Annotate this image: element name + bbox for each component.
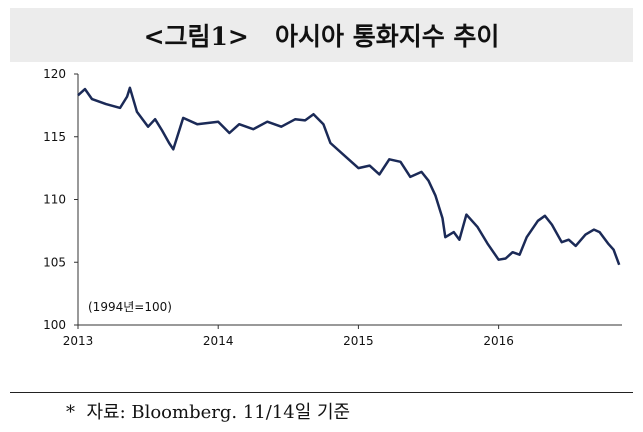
x-tick-label: 2013 [63, 334, 94, 348]
y-tick-label: 110 [43, 193, 66, 207]
y-tick-label: 115 [43, 130, 66, 144]
chart: 100 105 110 115 120 2013 2014 2015 2016 (1994년=10… [43, 67, 622, 348]
chart-title: <그림1> 아시아 통화지수 추이 [10, 8, 633, 62]
x-tick-label: 2014 [203, 334, 234, 348]
annotation: (1994년=100) [88, 300, 172, 314]
y-tick-label: 120 [43, 67, 66, 81]
data-line [77, 86, 621, 266]
x-tick-label: 2015 [343, 334, 374, 348]
divider [10, 392, 633, 393]
x-tick-label: 2016 [483, 334, 514, 348]
y-tick-label: 100 [43, 318, 66, 332]
source-note: * 자료: Bloomberg. 11/14일 기준 [66, 402, 351, 423]
y-tick-label: 105 [43, 255, 66, 269]
